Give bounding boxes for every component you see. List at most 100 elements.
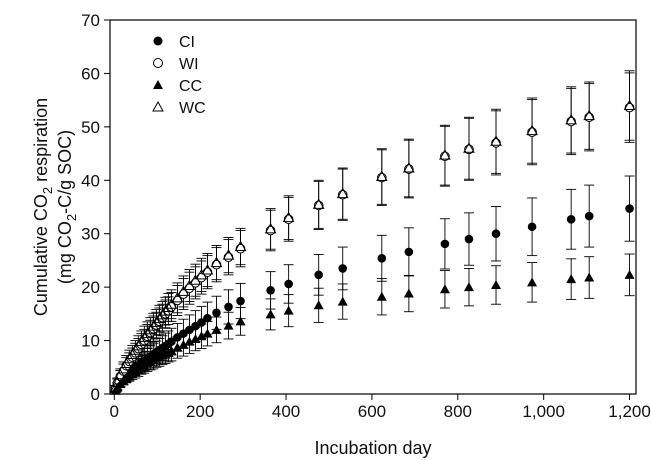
x-tick-label: 800 [444,402,472,421]
point-ci [203,313,212,323]
y-tick-label: 60 [81,64,100,83]
point-wc [526,124,538,136]
y-tick-label: 30 [81,225,100,244]
point-ci [584,211,594,221]
y-tick-label: 20 [81,278,100,297]
point-wi [283,214,294,225]
x-tick-label: 400 [272,402,300,421]
legend-marker-wc [152,100,164,112]
point-wc [183,279,196,291]
point-ci [338,264,348,273]
legend-label-wi: WI [179,56,199,73]
legend-item-ci: CI [153,34,195,51]
legend-marker-wi [153,58,163,68]
point-ci [212,308,221,318]
legend-marker-ci [153,36,163,46]
point-wc [162,301,175,312]
point-cc [211,324,222,334]
x-tick-label: 1,200 [608,402,651,421]
point-ci [167,337,176,346]
point-wi [235,243,246,254]
point-cc [223,320,234,330]
point-wc [156,308,169,320]
point-wc [201,264,214,275]
point-wc [403,161,415,173]
point-wc [150,316,163,327]
legend-label-ci: CI [179,34,195,51]
point-wc [463,142,475,153]
point-wc [565,113,578,125]
point-cc [439,284,450,294]
legend-label-cc: CC [179,78,202,95]
point-wc [375,170,388,182]
data-points [109,99,636,395]
point-wc [439,149,451,160]
point-wc [114,368,127,380]
legend: CI WI CC WC [152,34,206,117]
point-wc [336,187,349,199]
point-ci [197,318,206,327]
point-wc [138,331,151,342]
legend-label-wc: WC [179,100,206,117]
x-tick-label: 200 [186,402,214,421]
point-cc [196,331,207,341]
y-tick-label: 0 [91,385,100,404]
point-wi [584,112,594,123]
point-cc [166,345,177,355]
point-wc [189,274,202,285]
point-wi [624,102,635,113]
point-wc [177,285,190,296]
point-wi [491,138,501,148]
point-cc [491,280,502,290]
point-cc [235,316,246,326]
point-wc [111,376,124,387]
x-tick-label: 600 [358,402,386,421]
point-ci [236,296,245,306]
y-tick-label: 10 [81,332,100,351]
legend-marker-cc [153,80,163,89]
point-cc [184,336,195,346]
point-ci [566,214,576,224]
point-wc [490,135,502,146]
point-wc [583,109,596,121]
x-axis-title: Incubation day [314,438,431,458]
point-ci [464,234,474,244]
legend-item-cc: CC [153,78,202,95]
legend-item-wi: WI [153,56,199,73]
point-wc [623,99,636,110]
point-cc [265,309,276,319]
point-cc [190,333,201,343]
point-wc [117,362,130,374]
point-ci [625,204,634,213]
point-wc [282,211,295,223]
point-ci [224,302,233,312]
y-tick-label: 70 [81,11,100,30]
point-wc [147,320,160,331]
point-wi [566,116,576,127]
y-axis-title-line1: Cumulative CO2 respiration [31,98,55,316]
point-cc [584,272,595,282]
point-cc [463,282,474,292]
point-wc [165,298,178,309]
point-cc [283,305,294,315]
point-wi [223,252,234,263]
point-wc [264,222,277,234]
point-wc [210,256,223,268]
point-ci [491,229,501,239]
point-ci [377,253,387,263]
point-cc [172,342,183,352]
point-cc [313,300,324,310]
point-ci [314,270,323,280]
point-cc [337,296,348,306]
point-ci [266,286,275,295]
x-tick-label: 0 [110,402,119,421]
point-ci [527,222,537,232]
point-wc [159,305,172,316]
plot-frame [109,19,637,395]
point-cc [403,288,414,298]
point-wc [312,198,325,209]
legend-item-wc: WC [152,100,206,117]
point-wi [527,127,537,137]
point-wc [171,291,184,303]
